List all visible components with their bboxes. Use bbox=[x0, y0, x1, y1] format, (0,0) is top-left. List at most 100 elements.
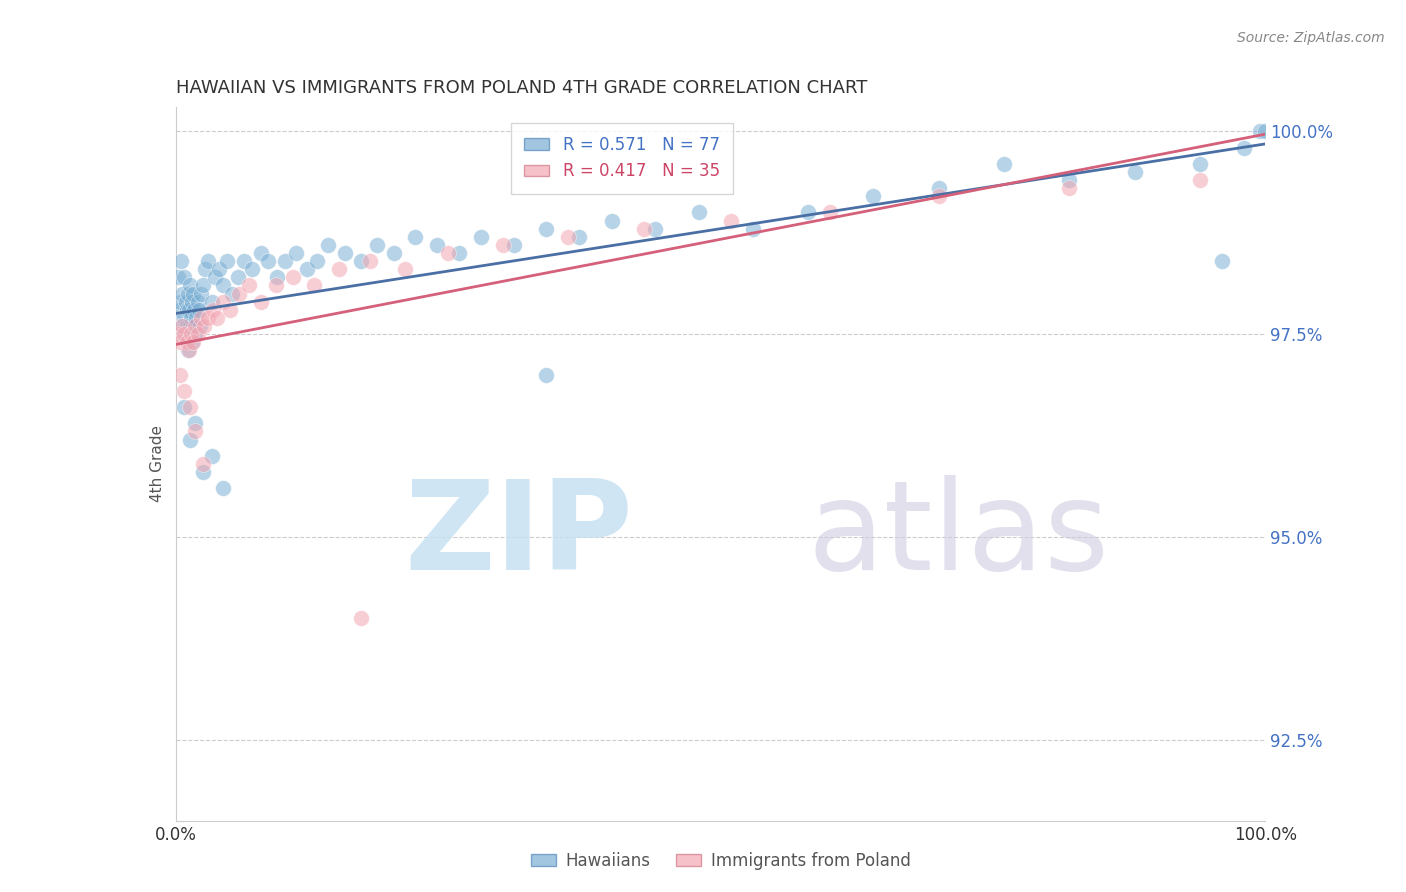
Point bbox=[1057, 181, 1080, 195]
Point bbox=[191, 278, 214, 293]
Point bbox=[382, 246, 405, 260]
Text: Source: ZipAtlas.com: Source: ZipAtlas.com bbox=[1237, 31, 1385, 45]
Point bbox=[176, 318, 198, 333]
Point bbox=[1254, 124, 1277, 138]
Point bbox=[173, 310, 195, 325]
Point bbox=[176, 302, 198, 317]
Point bbox=[179, 433, 201, 447]
Point bbox=[191, 465, 214, 479]
Point bbox=[173, 270, 195, 285]
Text: HAWAIIAN VS IMMIGRANTS FROM POLAND 4TH GRADE CORRELATION CHART: HAWAIIAN VS IMMIGRANTS FROM POLAND 4TH G… bbox=[176, 79, 868, 97]
Point bbox=[1123, 165, 1146, 179]
Point bbox=[221, 286, 243, 301]
Point bbox=[187, 302, 209, 317]
Point bbox=[405, 229, 427, 244]
Point bbox=[211, 278, 233, 293]
Point bbox=[184, 318, 207, 333]
Point bbox=[796, 205, 818, 219]
Point bbox=[193, 318, 215, 333]
Point bbox=[177, 327, 200, 342]
Point bbox=[211, 294, 233, 309]
Point bbox=[502, 238, 524, 252]
Point bbox=[179, 318, 201, 333]
Point bbox=[181, 335, 204, 350]
Point bbox=[180, 310, 202, 325]
Legend: Hawaiians, Immigrants from Poland: Hawaiians, Immigrants from Poland bbox=[524, 846, 917, 877]
Point bbox=[181, 294, 204, 309]
Point bbox=[447, 246, 470, 260]
Point bbox=[183, 302, 205, 317]
Point bbox=[366, 238, 388, 252]
Point bbox=[177, 286, 200, 301]
Point bbox=[644, 221, 666, 235]
Point bbox=[284, 246, 307, 260]
Point bbox=[181, 318, 204, 333]
Point bbox=[249, 246, 271, 260]
Point bbox=[993, 157, 1015, 171]
Point bbox=[186, 294, 209, 309]
Point bbox=[170, 254, 193, 268]
Point bbox=[295, 262, 318, 277]
Point bbox=[1211, 254, 1233, 268]
Point bbox=[492, 238, 515, 252]
Point bbox=[181, 286, 204, 301]
Point bbox=[266, 270, 288, 285]
Point bbox=[1189, 157, 1212, 171]
Point bbox=[333, 246, 356, 260]
Point bbox=[173, 400, 195, 414]
Point bbox=[179, 278, 201, 293]
Point bbox=[1057, 173, 1080, 187]
Point bbox=[201, 449, 224, 463]
Point bbox=[184, 417, 207, 431]
Point bbox=[818, 205, 841, 219]
Point bbox=[208, 262, 231, 277]
Text: ZIP: ZIP bbox=[405, 475, 633, 596]
Point bbox=[201, 294, 224, 309]
Point bbox=[302, 278, 325, 293]
Point bbox=[249, 294, 271, 309]
Point bbox=[557, 229, 579, 244]
Point bbox=[568, 229, 591, 244]
Point bbox=[211, 481, 233, 495]
Point bbox=[437, 246, 460, 260]
Point bbox=[1249, 124, 1271, 138]
Point bbox=[167, 302, 190, 317]
Point bbox=[173, 327, 195, 342]
Point bbox=[181, 335, 204, 350]
Point bbox=[274, 254, 297, 268]
Point bbox=[633, 221, 655, 235]
Point bbox=[1189, 173, 1212, 187]
Point bbox=[534, 221, 557, 235]
Point bbox=[426, 238, 449, 252]
Point bbox=[742, 221, 765, 235]
Point bbox=[167, 270, 190, 285]
Point bbox=[228, 286, 250, 301]
Point bbox=[173, 384, 195, 398]
Point bbox=[470, 229, 492, 244]
Point bbox=[179, 400, 201, 414]
Point bbox=[186, 310, 208, 325]
Point bbox=[394, 262, 416, 277]
Point bbox=[197, 254, 219, 268]
Point bbox=[169, 294, 191, 309]
Point bbox=[177, 302, 200, 317]
Point bbox=[226, 270, 249, 285]
Point bbox=[186, 327, 209, 342]
Point bbox=[862, 189, 884, 203]
Point bbox=[174, 294, 197, 309]
Point bbox=[350, 611, 373, 625]
Point bbox=[176, 335, 198, 350]
Point bbox=[283, 270, 305, 285]
Point bbox=[534, 368, 557, 382]
Point bbox=[350, 254, 373, 268]
Point bbox=[720, 213, 742, 227]
Point bbox=[688, 205, 710, 219]
Point bbox=[240, 262, 263, 277]
Point bbox=[172, 318, 194, 333]
Point bbox=[177, 343, 200, 358]
Point bbox=[177, 343, 200, 358]
Point bbox=[169, 335, 191, 350]
Point bbox=[197, 310, 219, 325]
Point bbox=[215, 254, 238, 268]
Y-axis label: 4th Grade: 4th Grade bbox=[149, 425, 165, 502]
